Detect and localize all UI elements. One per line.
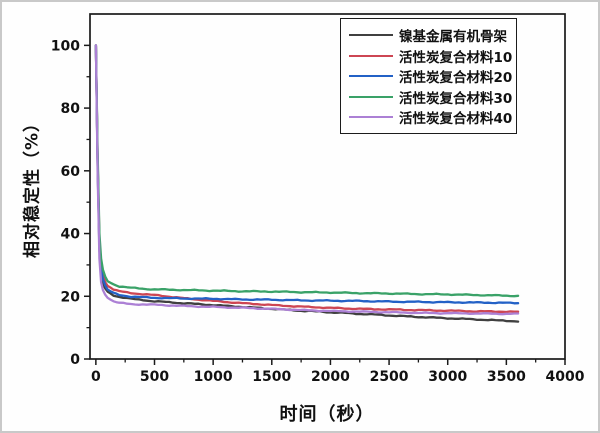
- y-tick-label: 80: [61, 101, 81, 117]
- legend: 镍基金属有机骨架 活性炭复合材料10 活性炭复合材料20 活性炭复合材料30 活性炭复合…: [340, 18, 517, 134]
- y-tick-label: 40: [61, 227, 81, 243]
- legend-line-swatch: [349, 95, 393, 98]
- y-axis-title: 相对稳定性（%）: [22, 113, 43, 259]
- plot-border: [89, 13, 566, 360]
- legend-label: 活性炭复合材料40: [399, 111, 513, 127]
- legend-line-swatch: [349, 54, 393, 57]
- x-axis-title: 时间（秒）: [279, 404, 375, 425]
- x-tick-label: 3000: [428, 369, 467, 385]
- legend-entry: 活性炭复合材料30: [349, 87, 512, 107]
- series-line-1: [94, 44, 520, 314]
- x-tick-label: 500: [140, 369, 169, 385]
- y-tick-label: 60: [61, 164, 81, 180]
- series-line-4: [94, 44, 520, 316]
- x-tick-label: 2500: [370, 369, 409, 385]
- legend-entry: 镍基金属有机骨架: [349, 25, 508, 45]
- x-tick-label: 0: [91, 369, 101, 385]
- y-tick-label: 0: [70, 352, 80, 368]
- x-tick-label: 3500: [487, 369, 526, 385]
- series-line-3: [94, 44, 520, 298]
- legend-entry: 活性炭复合材料40: [349, 107, 512, 127]
- y-tick-label: 20: [61, 289, 81, 305]
- legend-label: 镍基金属有机骨架: [399, 29, 507, 45]
- y-tick-label: 100: [51, 38, 80, 54]
- legend-line-swatch: [349, 75, 393, 77]
- x-tick-label: 1000: [194, 369, 233, 385]
- legend-entry: 活性炭复合材料20: [349, 66, 512, 86]
- series-line-2: [94, 44, 520, 305]
- x-tick-label: 1500: [252, 369, 291, 385]
- legend-label: 活性炭复合材料10: [399, 49, 513, 66]
- legend-line-swatch: [349, 34, 393, 36]
- legend-line-swatch: [349, 116, 393, 118]
- x-tick-label: 4000: [546, 369, 585, 385]
- x-tick-label: 2000: [311, 369, 350, 385]
- legend-entry: 活性炭复合材料10: [349, 46, 512, 66]
- legend-label: 活性炭复合材料30: [399, 90, 513, 107]
- legend-label: 活性炭复合材料20: [399, 70, 513, 86]
